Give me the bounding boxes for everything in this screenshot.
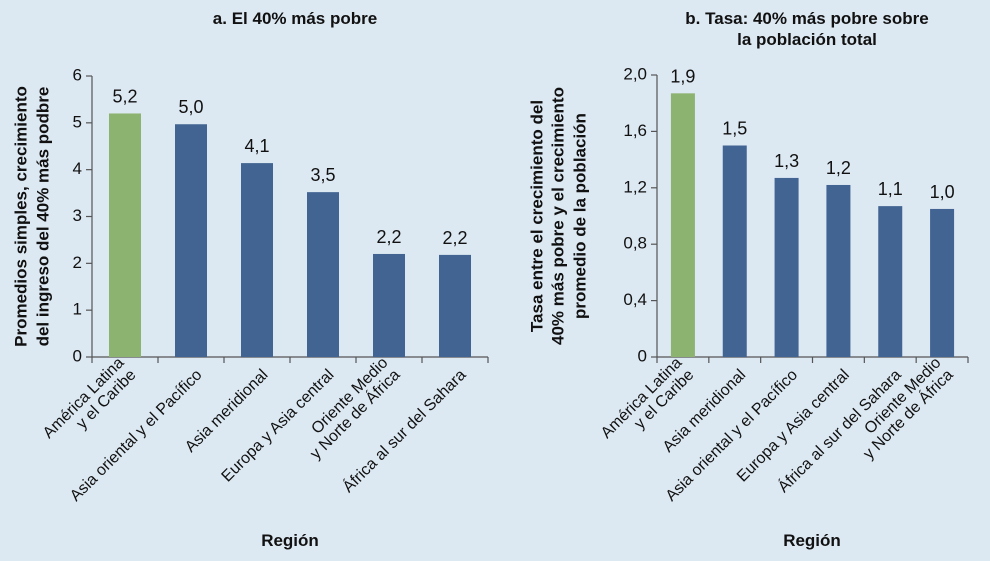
bar	[930, 208, 955, 357]
chart-b: b. Tasa: 40% más pobre sobre la población…	[527, 9, 969, 550]
bar	[774, 177, 799, 357]
bar	[241, 163, 273, 357]
y-tick-label: 4	[73, 159, 82, 178]
bar	[307, 192, 339, 357]
data-label: 2,2	[376, 227, 401, 247]
data-label: 1,5	[722, 119, 747, 139]
y-tick-label: 2,0	[623, 64, 647, 83]
data-label: 5,2	[112, 86, 137, 106]
y-tick-label: 6	[73, 65, 82, 84]
bar	[439, 254, 471, 357]
y-tick-label: 3	[73, 206, 82, 225]
chart-title: la población total	[737, 30, 877, 49]
data-label: 4,1	[244, 136, 269, 156]
data-label: 1,2	[826, 158, 851, 178]
y-tick-label: 0,4	[623, 290, 647, 309]
chart-title: b. Tasa: 40% más pobre sobre	[685, 9, 928, 28]
bar	[109, 113, 141, 357]
data-label: 3,5	[310, 165, 335, 185]
chart-title: a. El 40% más pobre	[213, 9, 377, 28]
y-tick-label: 1,2	[623, 177, 647, 196]
x-axis-title: Región	[783, 531, 841, 550]
data-label: 5,0	[178, 97, 203, 117]
y-axis-title: Tasa entre el crecimiento del	[527, 100, 546, 332]
y-tick-label: 0,8	[623, 234, 647, 253]
bar	[373, 253, 405, 357]
y-tick-label: 5	[73, 112, 82, 131]
data-label: 1,0	[930, 182, 955, 202]
y-tick-label: 1,6	[623, 121, 647, 140]
y-tick-label: 1	[73, 300, 82, 319]
x-axis-title: Región	[261, 531, 319, 550]
y-axis-title: 40% más pobre y el crecimiento	[548, 87, 567, 345]
bar	[722, 145, 747, 357]
bar	[670, 93, 695, 357]
y-axis-title: del ingreso del 40% más podbre	[33, 87, 52, 347]
bar	[826, 184, 851, 357]
bar	[175, 124, 207, 357]
data-label: 1,9	[670, 66, 695, 86]
data-label: 2,2	[442, 228, 467, 248]
y-tick-label: 2	[73, 253, 82, 272]
data-label: 1,3	[774, 151, 799, 171]
y-tick-label: 0	[73, 346, 82, 365]
y-axis-title: Promedios simples, crecimiento	[11, 86, 30, 347]
bar	[878, 206, 903, 357]
y-tick-label: 0	[638, 346, 647, 365]
data-label: 1,1	[878, 179, 903, 199]
chart-a: a. El 40% más pobre Promedios simples, cr…	[11, 9, 489, 550]
y-axis-title: promedio de la población	[570, 113, 589, 319]
